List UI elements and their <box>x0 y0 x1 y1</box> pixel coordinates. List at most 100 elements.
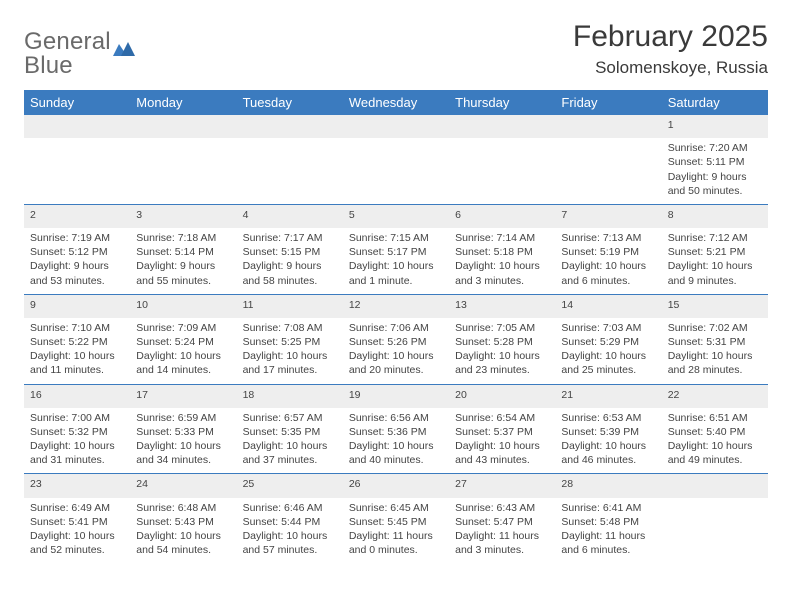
page-header: GeneralBlue February 2025 Solomenskoye, … <box>24 20 768 80</box>
daylight1-text: Daylight: 10 hours <box>349 349 443 363</box>
daylight2-text: and 55 minutes. <box>136 274 230 288</box>
sunset-text: Sunset: 5:24 PM <box>136 335 230 349</box>
week-daynum-row: 232425262728 <box>24 474 768 498</box>
daylight2-text: and 25 minutes. <box>561 363 655 377</box>
daylight2-text: and 37 minutes. <box>243 453 337 467</box>
daylight2-text: and 28 minutes. <box>668 363 762 377</box>
day-number: 22 <box>662 384 768 408</box>
daylight1-text: Daylight: 10 hours <box>243 439 337 453</box>
sunrise-text: Sunrise: 7:08 AM <box>243 321 337 335</box>
sunrise-text: Sunrise: 6:53 AM <box>561 411 655 425</box>
day-number: 26 <box>343 474 449 498</box>
sunrise-text: Sunrise: 6:41 AM <box>561 501 655 515</box>
daylight2-text: and 17 minutes. <box>243 363 337 377</box>
day-cell: Sunrise: 6:41 AMSunset: 5:48 PMDaylight:… <box>555 498 661 564</box>
day-number: 12 <box>343 294 449 318</box>
daylight1-text: Daylight: 9 hours <box>668 170 762 184</box>
sunrise-text: Sunrise: 7:13 AM <box>561 231 655 245</box>
sunset-text: Sunset: 5:28 PM <box>455 335 549 349</box>
sunset-text: Sunset: 5:17 PM <box>349 245 443 259</box>
daylight2-text: and 11 minutes. <box>30 363 124 377</box>
col-wednesday: Wednesday <box>343 90 449 115</box>
daylight1-text: Daylight: 10 hours <box>455 439 549 453</box>
daylight1-text: Daylight: 10 hours <box>136 349 230 363</box>
sunrise-text: Sunrise: 7:06 AM <box>349 321 443 335</box>
sunset-text: Sunset: 5:18 PM <box>455 245 549 259</box>
sunset-text: Sunset: 5:11 PM <box>668 155 762 169</box>
daylight1-text: Daylight: 10 hours <box>243 529 337 543</box>
sunset-text: Sunset: 5:29 PM <box>561 335 655 349</box>
daylight2-text: and 40 minutes. <box>349 453 443 467</box>
day-number <box>24 115 130 138</box>
day-cell: Sunrise: 7:12 AMSunset: 5:21 PMDaylight:… <box>662 228 768 294</box>
sunset-text: Sunset: 5:12 PM <box>30 245 124 259</box>
daylight2-text: and 34 minutes. <box>136 453 230 467</box>
day-number <box>662 474 768 498</box>
day-number: 8 <box>662 204 768 228</box>
col-monday: Monday <box>130 90 236 115</box>
day-cell: Sunrise: 7:19 AMSunset: 5:12 PMDaylight:… <box>24 228 130 294</box>
sunrise-text: Sunrise: 7:18 AM <box>136 231 230 245</box>
sunset-text: Sunset: 5:44 PM <box>243 515 337 529</box>
sunrise-text: Sunrise: 7:05 AM <box>455 321 549 335</box>
day-number: 17 <box>130 384 236 408</box>
calendar-table: Sunday Monday Tuesday Wednesday Thursday… <box>24 90 768 563</box>
daylight1-text: Daylight: 10 hours <box>561 439 655 453</box>
sunset-text: Sunset: 5:41 PM <box>30 515 124 529</box>
day-number: 19 <box>343 384 449 408</box>
day-cell <box>237 138 343 204</box>
daylight2-text: and 53 minutes. <box>30 274 124 288</box>
daylight1-text: Daylight: 10 hours <box>455 259 549 273</box>
day-number: 13 <box>449 294 555 318</box>
daylight2-text: and 6 minutes. <box>561 543 655 557</box>
daylight1-text: Daylight: 10 hours <box>30 529 124 543</box>
daylight2-text: and 3 minutes. <box>455 543 549 557</box>
day-number: 9 <box>24 294 130 318</box>
week-daynum-row: 9101112131415 <box>24 294 768 318</box>
logo-text-blue: Blue <box>24 52 135 80</box>
day-number: 5 <box>343 204 449 228</box>
sunset-text: Sunset: 5:37 PM <box>455 425 549 439</box>
day-cell: Sunrise: 6:45 AMSunset: 5:45 PMDaylight:… <box>343 498 449 564</box>
sunset-text: Sunset: 5:48 PM <box>561 515 655 529</box>
daylight2-text: and 52 minutes. <box>30 543 124 557</box>
day-number: 6 <box>449 204 555 228</box>
sunset-text: Sunset: 5:21 PM <box>668 245 762 259</box>
day-number: 27 <box>449 474 555 498</box>
sunrise-text: Sunrise: 6:57 AM <box>243 411 337 425</box>
title-block: February 2025 Solomenskoye, Russia <box>573 20 768 78</box>
day-number <box>555 115 661 138</box>
daylight1-text: Daylight: 10 hours <box>561 349 655 363</box>
day-cell: Sunrise: 7:14 AMSunset: 5:18 PMDaylight:… <box>449 228 555 294</box>
day-cell <box>555 138 661 204</box>
day-cell: Sunrise: 6:46 AMSunset: 5:44 PMDaylight:… <box>237 498 343 564</box>
sunrise-text: Sunrise: 7:09 AM <box>136 321 230 335</box>
daylight2-text: and 31 minutes. <box>30 453 124 467</box>
sunrise-text: Sunrise: 6:43 AM <box>455 501 549 515</box>
daylight1-text: Daylight: 10 hours <box>243 349 337 363</box>
day-cell: Sunrise: 6:51 AMSunset: 5:40 PMDaylight:… <box>662 408 768 474</box>
sunrise-text: Sunrise: 6:54 AM <box>455 411 549 425</box>
day-number: 2 <box>24 204 130 228</box>
sunset-text: Sunset: 5:45 PM <box>349 515 443 529</box>
daylight1-text: Daylight: 10 hours <box>349 439 443 453</box>
sunset-text: Sunset: 5:22 PM <box>30 335 124 349</box>
day-number: 28 <box>555 474 661 498</box>
day-cell: Sunrise: 7:09 AMSunset: 5:24 PMDaylight:… <box>130 318 236 384</box>
daylight2-text: and 50 minutes. <box>668 184 762 198</box>
sunrise-text: Sunrise: 6:51 AM <box>668 411 762 425</box>
col-tuesday: Tuesday <box>237 90 343 115</box>
day-cell: Sunrise: 7:05 AMSunset: 5:28 PMDaylight:… <box>449 318 555 384</box>
day-number: 10 <box>130 294 236 318</box>
day-cell: Sunrise: 7:20 AMSunset: 5:11 PMDaylight:… <box>662 138 768 204</box>
day-number: 3 <box>130 204 236 228</box>
week-content-row: Sunrise: 7:10 AMSunset: 5:22 PMDaylight:… <box>24 318 768 384</box>
day-cell <box>449 138 555 204</box>
day-cell: Sunrise: 7:10 AMSunset: 5:22 PMDaylight:… <box>24 318 130 384</box>
logo-mark-icon <box>113 40 135 56</box>
daylight2-text: and 14 minutes. <box>136 363 230 377</box>
sunrise-text: Sunrise: 6:59 AM <box>136 411 230 425</box>
sunrise-text: Sunrise: 6:56 AM <box>349 411 443 425</box>
day-number <box>237 115 343 138</box>
day-number <box>343 115 449 138</box>
